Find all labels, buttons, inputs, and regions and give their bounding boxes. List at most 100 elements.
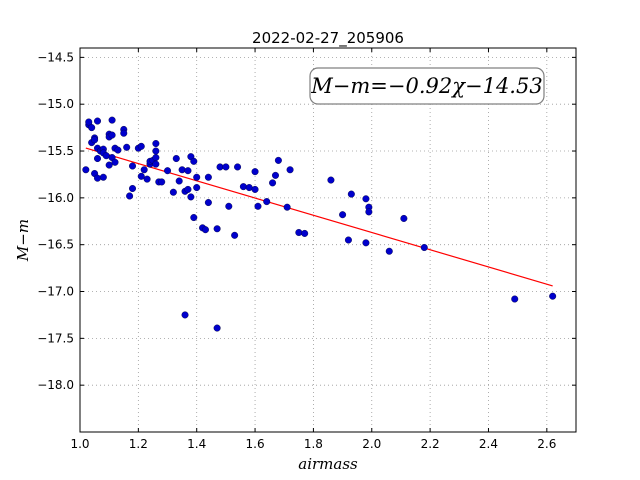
data-point xyxy=(347,190,355,198)
x-axis-label: airmass xyxy=(298,455,358,473)
data-point xyxy=(190,214,198,222)
fit-line xyxy=(85,147,553,287)
data-point xyxy=(169,188,177,196)
fit-layer xyxy=(85,147,553,287)
data-point xyxy=(85,118,93,126)
data-point xyxy=(108,131,116,139)
data-point xyxy=(239,183,247,191)
data-point xyxy=(123,143,131,151)
data-point xyxy=(193,173,201,181)
y-tick-label: −18.0 xyxy=(37,378,74,392)
data-point xyxy=(400,214,408,222)
data-point xyxy=(213,324,221,332)
data-point xyxy=(420,243,428,251)
x-tick-label: 1.2 xyxy=(129,437,148,451)
data-point xyxy=(184,167,192,175)
data-point xyxy=(263,198,271,206)
data-point xyxy=(222,163,230,171)
data-point xyxy=(111,158,119,166)
data-point xyxy=(204,199,212,207)
data-point xyxy=(213,225,221,233)
y-tick-label: −16.0 xyxy=(37,191,74,205)
data-point xyxy=(181,311,189,319)
data-point xyxy=(251,168,259,176)
x-tick-label: 1.8 xyxy=(304,437,323,451)
data-point xyxy=(365,208,373,216)
data-point xyxy=(91,136,99,144)
y-tick-label: −15.5 xyxy=(37,144,74,158)
data-point xyxy=(99,173,107,181)
data-point xyxy=(216,163,224,171)
data-point xyxy=(283,203,291,211)
data-point xyxy=(105,161,113,169)
data-point xyxy=(187,193,195,201)
data-point xyxy=(301,229,309,237)
y-axis-label: M−m xyxy=(14,219,32,262)
data-point xyxy=(158,178,166,186)
x-tick-label: 2.4 xyxy=(479,437,498,451)
points-layer xyxy=(82,116,557,332)
data-point xyxy=(201,226,209,234)
data-point xyxy=(164,167,172,175)
data-point xyxy=(94,117,102,125)
tick-marks xyxy=(79,48,576,432)
data-point xyxy=(190,157,198,165)
data-point xyxy=(295,229,303,237)
data-point xyxy=(234,163,242,171)
data-point xyxy=(269,179,277,187)
data-point xyxy=(175,177,183,185)
data-point xyxy=(385,247,393,255)
data-point xyxy=(286,166,294,174)
data-point xyxy=(231,231,239,239)
data-point xyxy=(327,176,335,184)
data-point xyxy=(108,116,116,124)
data-point xyxy=(362,239,370,247)
data-point xyxy=(225,202,233,210)
data-point xyxy=(254,202,262,210)
data-point xyxy=(114,146,122,154)
data-point xyxy=(339,211,347,219)
fit-equation: M−m=−0.92χ−14.53 xyxy=(310,74,542,98)
data-point xyxy=(137,142,145,150)
x-tick-label: 2.6 xyxy=(537,437,556,451)
data-point xyxy=(178,166,186,174)
data-point xyxy=(152,154,160,162)
data-point xyxy=(271,171,279,179)
y-tick-label: −14.5 xyxy=(37,50,74,64)
x-tick-label: 1.6 xyxy=(246,437,265,451)
plot-frame xyxy=(79,47,577,433)
data-point xyxy=(152,147,160,155)
data-point xyxy=(204,173,212,181)
data-point xyxy=(172,155,180,163)
y-tick-label: −15.0 xyxy=(37,97,74,111)
y-tick-label: −17.0 xyxy=(37,285,74,299)
data-point xyxy=(120,129,128,137)
data-point xyxy=(94,174,102,182)
chart-title: 2022-02-27_205906 xyxy=(252,29,404,48)
data-point xyxy=(152,140,160,148)
data-point xyxy=(140,166,148,174)
data-point xyxy=(129,184,137,192)
data-point xyxy=(88,124,96,132)
data-point xyxy=(274,156,282,164)
data-point xyxy=(126,192,134,200)
data-point xyxy=(94,155,102,163)
x-tick-labels: 1.0 1.2 1.4 1.6 1.8 2.0 2.2 2.4 2.6 xyxy=(70,437,556,451)
data-point xyxy=(344,236,352,244)
y-tick-labels: −14.5 −15.0 −15.5 −16.0 −16.5 −17.0 −17.5 −18.0 xyxy=(37,50,74,392)
data-point xyxy=(152,160,160,168)
data-point xyxy=(511,295,519,303)
data-point xyxy=(549,292,557,300)
data-point xyxy=(143,175,151,183)
data-point xyxy=(137,172,145,180)
data-point xyxy=(245,184,253,192)
x-tick-label: 2.2 xyxy=(421,437,440,451)
data-point xyxy=(184,185,192,193)
x-tick-label: 2.0 xyxy=(362,437,381,451)
y-tick-label: −16.5 xyxy=(37,238,74,252)
data-point xyxy=(102,152,110,160)
y-tick-label: −17.5 xyxy=(37,331,74,345)
data-point xyxy=(82,166,90,174)
data-point xyxy=(193,184,201,192)
